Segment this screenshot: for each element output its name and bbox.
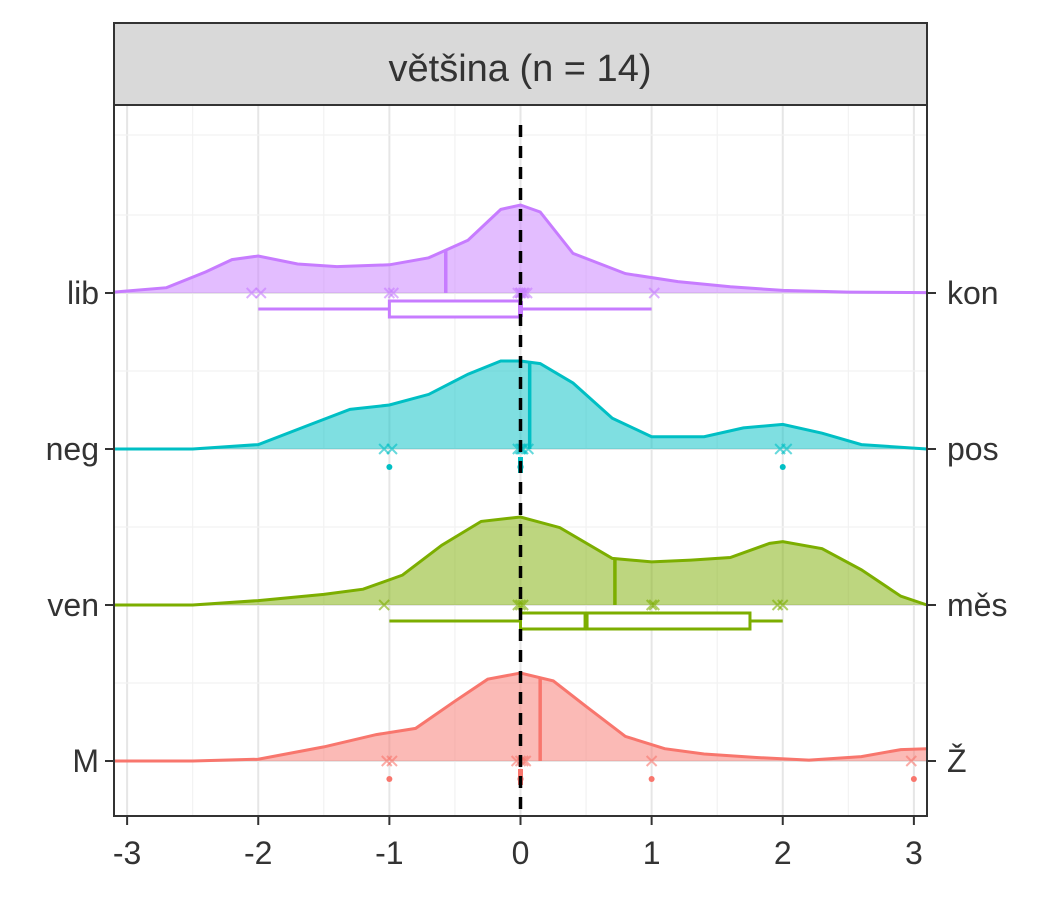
data-point-M [386, 755, 398, 767]
x-tick-label: -2 [244, 835, 272, 871]
data-point-lib [387, 287, 400, 299]
data-point-lib [245, 287, 258, 299]
data-point-ven [645, 599, 658, 611]
data-point-ven [777, 599, 789, 611]
x-tick-label: 2 [774, 835, 792, 871]
chart-title: většina (n = 14) [389, 48, 652, 90]
x-tick-label: 1 [643, 835, 661, 871]
strip-background [113, 22, 928, 106]
density-line-M [114, 671, 928, 763]
outlier-M [648, 776, 655, 782]
data-point-neg [780, 443, 793, 455]
data-point-ven [378, 599, 390, 611]
box-body-lib [387, 299, 522, 319]
data-point-M [645, 755, 658, 767]
data-point-lib [383, 287, 396, 299]
outlier-M [910, 776, 917, 782]
x-tick-label: -1 [375, 835, 403, 871]
y-label-right-měs: měs [947, 587, 1007, 623]
data-point-lib [255, 287, 267, 299]
outlier-neg [779, 464, 786, 470]
data-point-ven [771, 599, 784, 611]
x-tick-label: 0 [512, 835, 530, 871]
data-point-ven [514, 599, 527, 611]
y-label-left-lib: lib [67, 275, 99, 311]
y-label-right-pos: pos [947, 431, 999, 467]
y-label-right-kon: kon [947, 275, 999, 311]
data-point-M [520, 755, 532, 767]
y-label-left-ven: ven [47, 587, 99, 623]
x-tick-label: -3 [113, 835, 141, 871]
y-label-right-Ž: Ž [947, 743, 967, 779]
density-line-lib [113, 203, 928, 295]
outlier-neg [386, 464, 393, 470]
outlier-M [386, 776, 393, 782]
data-point-lib [648, 287, 660, 299]
data-point-neg [386, 443, 398, 455]
y-label-left-neg: neg [46, 431, 99, 467]
plot-area: -3 -2 -1 0 1 2 3 lib kon neg pos ven měs M Ž [46, 104, 1007, 871]
density-area-lib [114, 205, 927, 293]
data-point-lib [521, 287, 533, 299]
data-point-ven [648, 599, 660, 611]
density-line-ven [114, 515, 928, 607]
data-point-M [905, 755, 917, 767]
density-area-ven [114, 517, 927, 605]
x-tick-label: 3 [905, 835, 923, 871]
data-point-M [381, 755, 393, 767]
box-body-ven [519, 611, 752, 631]
data-point-neg [522, 443, 535, 455]
y-label-left-M: M [72, 743, 99, 779]
